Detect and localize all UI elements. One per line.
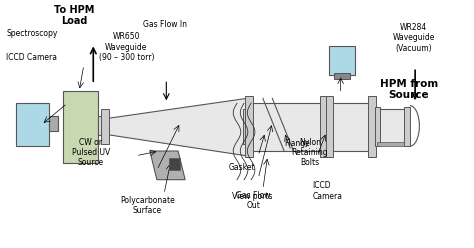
FancyBboxPatch shape [16,103,48,146]
Text: ICCD Camera: ICCD Camera [6,53,57,62]
Text: HPM from
Source: HPM from Source [380,79,438,100]
Text: Gas Flow
Out: Gas Flow Out [236,191,271,210]
Text: View ports: View ports [232,192,273,201]
FancyBboxPatch shape [63,91,98,163]
FancyBboxPatch shape [375,109,406,144]
Text: CW or
Pulsed UV
Source: CW or Pulsed UV Source [72,138,110,167]
FancyBboxPatch shape [246,96,253,157]
FancyBboxPatch shape [334,73,350,79]
FancyBboxPatch shape [329,46,355,75]
FancyBboxPatch shape [326,96,333,157]
FancyBboxPatch shape [246,103,322,151]
FancyBboxPatch shape [320,96,328,157]
Text: Flange: Flange [284,139,310,148]
Text: WR650
Waveguide
(90 – 300 torr): WR650 Waveguide (90 – 300 torr) [99,32,154,62]
FancyBboxPatch shape [48,116,58,131]
FancyBboxPatch shape [243,109,250,144]
Text: Spectroscopy: Spectroscopy [6,29,57,38]
FancyBboxPatch shape [368,96,375,157]
Polygon shape [105,98,246,156]
FancyBboxPatch shape [169,158,181,170]
Text: Polycarbonate
Surface: Polycarbonate Surface [120,196,175,215]
FancyBboxPatch shape [328,103,370,151]
FancyBboxPatch shape [101,109,109,144]
Text: ICCD
Camera: ICCD Camera [312,182,342,201]
Text: Gasket: Gasket [228,163,255,172]
FancyBboxPatch shape [374,107,380,146]
FancyBboxPatch shape [377,142,404,146]
Text: WR284
Waveguide
(Vacuum): WR284 Waveguide (Vacuum) [392,23,435,53]
Text: Gas Flow In: Gas Flow In [143,20,187,29]
FancyBboxPatch shape [404,107,410,146]
FancyBboxPatch shape [98,116,105,135]
Text: Nylon
Retaining
Bolts: Nylon Retaining Bolts [292,138,328,167]
Text: To HPM
Load: To HPM Load [54,5,95,26]
Polygon shape [150,151,185,180]
